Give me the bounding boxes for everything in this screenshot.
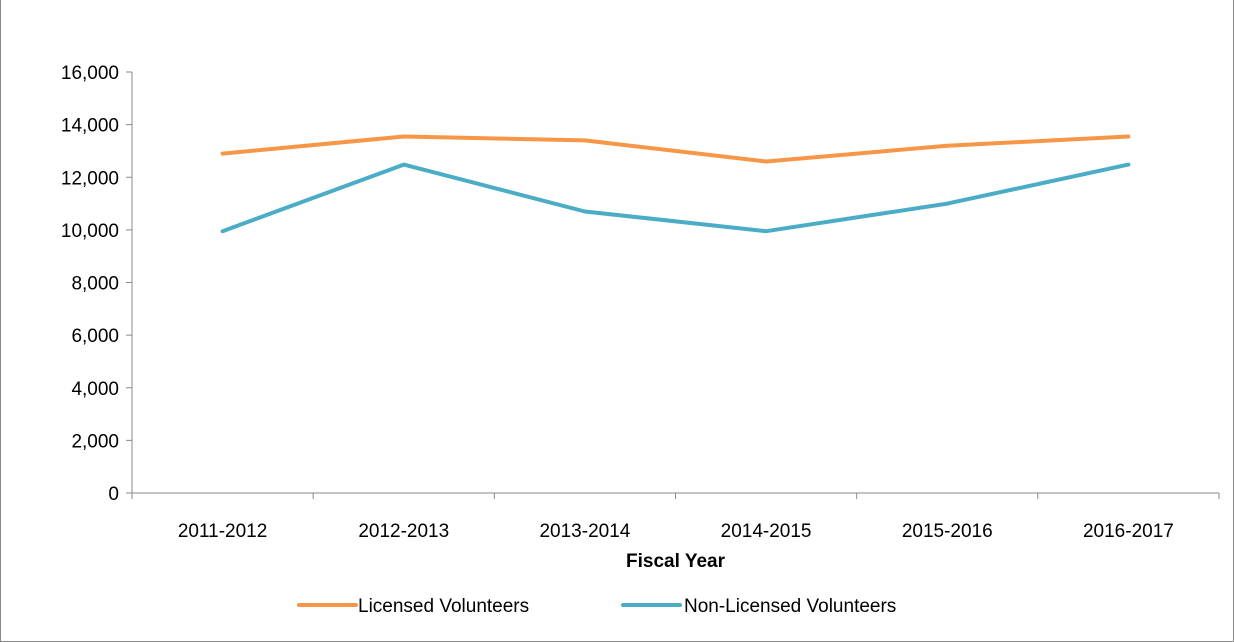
- x-tick-label: 2013-2014: [539, 521, 630, 542]
- x-tick-label: 2014-2015: [721, 521, 812, 542]
- y-tick-label: 14,000: [61, 116, 119, 137]
- legend-label: Licensed Volunteers: [358, 596, 529, 617]
- x-tick-label: 2015-2016: [902, 521, 993, 542]
- legend-label: Non-Licensed Volunteers: [684, 596, 896, 617]
- y-tick-label: 0: [108, 484, 119, 505]
- y-tick-label: 8,000: [71, 274, 119, 295]
- tick-labels: 0 2,000 4,000 6,000 8,000 10,000 12,000 14,000 1…: [61, 63, 1174, 542]
- y-tick-label: 2,000: [71, 431, 119, 452]
- y-tick-label: 4,000: [71, 379, 119, 400]
- y-tick-label: 6,000: [71, 326, 119, 347]
- y-tick-label: 12,000: [61, 168, 119, 189]
- legend: Licensed Volunteers Non-Licensed Voluntee…: [297, 596, 896, 617]
- series-lines: [220, 134, 1131, 234]
- axes: [126, 71, 1220, 499]
- y-tick-label: 10,000: [61, 221, 119, 242]
- x-tick-label: 2012-2013: [358, 521, 449, 542]
- y-tick-label: 16,000: [61, 63, 119, 84]
- x-axis-title: Fiscal Year: [626, 551, 726, 572]
- x-tick-label: 2016-2017: [1083, 521, 1174, 542]
- series-line-2: [220, 162, 1131, 234]
- series-line-1: [220, 134, 1131, 164]
- x-tick-label: 2011-2012: [178, 521, 267, 542]
